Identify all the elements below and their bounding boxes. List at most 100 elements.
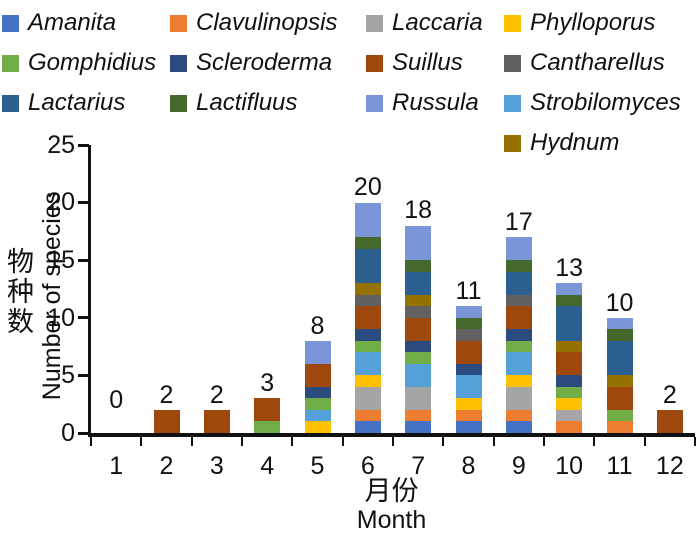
bar-segment-cantharellus-m6 — [354, 294, 381, 307]
bar-segment-lactarius-m6 — [354, 248, 381, 284]
legend-swatch-russula — [366, 94, 383, 112]
x-tick-12 — [694, 437, 696, 446]
bar-segment-russula-m8 — [455, 306, 482, 318]
bar-segment-suillus-m10 — [556, 352, 583, 376]
bar-segment-russula-m9 — [505, 237, 532, 261]
x-tick-11 — [643, 437, 646, 446]
bar-segment-suillus-m9 — [505, 306, 532, 330]
bar-segment-suillus-m5 — [304, 363, 331, 387]
bar-segment-lactarius-m7 — [405, 271, 432, 295]
bar-month-4 — [254, 398, 281, 433]
x-tick-3 — [241, 437, 243, 446]
legend-swatch-lactifluus — [170, 94, 187, 112]
bar-month-5 — [304, 340, 331, 433]
bar-segment-suillus-m4 — [254, 398, 281, 422]
bar-segment-russula-m6 — [354, 202, 381, 238]
bar-month-9 — [505, 237, 532, 433]
x-category-label-6: 6 — [360, 451, 375, 480]
x-tick-10 — [593, 437, 596, 446]
x-axis-title-zh: 月份 — [364, 476, 419, 506]
legend-label-lactifluus: Lactifluus — [196, 89, 298, 116]
bar-segment-phylloporus-m10 — [556, 398, 583, 410]
bar-segment-amanita-m9 — [505, 421, 532, 433]
bar-segment-laccaria-m6 — [354, 386, 381, 410]
bar-segment-strobilomyces-m7 — [405, 363, 432, 387]
legend-label-phylloporus: Phylloporus — [530, 9, 656, 36]
bar-total-label-m6: 20 — [353, 173, 382, 202]
y-axis-title-en: Number of species — [38, 191, 66, 401]
x-category-label-2: 2 — [159, 451, 174, 480]
bar-segment-amanita-m8 — [455, 421, 482, 433]
legend-item-suillus: Suillus — [366, 43, 504, 83]
bar-segment-clavulinopsis-m10 — [556, 421, 583, 433]
legend-label-cantharellus: Cantharellus — [530, 49, 665, 76]
bar-total-label-m3: 2 — [209, 380, 224, 409]
bar-segment-scleroderma-m6 — [354, 329, 381, 341]
bar-segment-lactifluus-m8 — [455, 317, 482, 330]
bar-segment-amanita-m7 — [405, 421, 432, 433]
x-category-label-4: 4 — [260, 451, 275, 480]
bar-segment-lactarius-m10 — [556, 306, 583, 341]
bar-segment-russula-m5 — [304, 340, 331, 364]
x-category-label-7: 7 — [411, 451, 426, 480]
legend-item-russula: Russula — [366, 83, 504, 123]
legend-item-strobilomyces: Strobilomyces — [504, 83, 698, 123]
legend-label-strobilomyces: Strobilomyces — [530, 89, 681, 116]
bar-segment-russula-m10 — [556, 283, 583, 295]
x-category-label-10: 10 — [555, 451, 584, 480]
bar-month-12 — [656, 409, 683, 433]
bar-segment-lactifluus-m6 — [354, 237, 381, 249]
legend-swatch-scleroderma — [170, 54, 187, 72]
bar-segment-strobilomyces-m5 — [304, 409, 331, 422]
bar-segment-clavulinopsis-m8 — [455, 409, 482, 422]
legend-label-clavulinopsis: Clavulinopsis — [196, 9, 338, 36]
bar-month-6 — [354, 202, 381, 433]
bar-segment-lactifluus-m7 — [405, 260, 432, 272]
bar-segment-scleroderma-m5 — [304, 386, 331, 399]
bar-segment-laccaria-m9 — [505, 386, 532, 410]
bar-month-10 — [556, 283, 583, 433]
x-category-label-1: 1 — [109, 451, 124, 480]
bar-segment-strobilomyces-m8 — [455, 375, 482, 399]
y-tick-10 — [78, 316, 89, 320]
legend-item-laccaria: Laccaria — [366, 3, 504, 43]
x-tick-1 — [140, 437, 143, 446]
bar-total-label-m5: 8 — [310, 311, 325, 340]
legend-swatch-amanita — [2, 14, 19, 32]
bar-segment-lactifluus-m9 — [505, 260, 532, 272]
x-category-label-8: 8 — [461, 451, 476, 480]
bar-total-label-m10: 13 — [555, 254, 584, 282]
bar-segment-strobilomyces-m9 — [505, 352, 532, 376]
bar-segment-clavulinopsis-m11 — [606, 421, 633, 433]
y-tick-0 — [78, 431, 89, 435]
bar-segment-laccaria-m10 — [556, 409, 583, 422]
bar-total-label-m7: 18 — [404, 196, 433, 225]
bar-segment-gomphidius-m4 — [254, 421, 281, 433]
bar-total-label-m12: 2 — [662, 380, 677, 409]
legend-item-phylloporus: Phylloporus — [504, 3, 698, 43]
bar-segment-phylloporus-m9 — [505, 375, 532, 387]
legend-label-amanita: Amanita — [28, 9, 117, 36]
bar-segment-suillus-m7 — [405, 317, 432, 341]
legend-swatch-gomphidius — [2, 54, 19, 72]
legend-swatch-clavulinopsis — [170, 14, 187, 32]
bar-segment-hydnum-m11 — [606, 375, 633, 387]
bar-segment-scleroderma-m8 — [455, 363, 482, 376]
bar-segment-hydnum-m6 — [354, 283, 381, 295]
bar-month-8 — [455, 306, 482, 433]
x-axis-title-en: Month — [356, 506, 427, 534]
bar-segment-cantharellus-m9 — [505, 294, 532, 307]
bar-segment-cantharellus-m7 — [405, 306, 432, 318]
legend: Amanita Clavulinopsis Laccaria Phylloporus G… — [2, 3, 698, 163]
legend-swatch-phylloporus — [504, 14, 521, 32]
bar-segment-suillus-m6 — [354, 306, 381, 330]
x-tick-7 — [442, 437, 445, 446]
legend-swatch-cantharellus — [504, 54, 521, 72]
bar-segment-russula-m7 — [405, 225, 432, 261]
x-tick-9 — [543, 437, 545, 446]
bar-segment-lactarius-m11 — [606, 340, 633, 376]
legend-item-clavulinopsis: Clavulinopsis — [170, 3, 366, 43]
bar-segment-scleroderma-m7 — [405, 340, 432, 353]
y-tick-label-10: 10 — [47, 303, 75, 332]
x-category-label-9: 9 — [511, 451, 526, 480]
